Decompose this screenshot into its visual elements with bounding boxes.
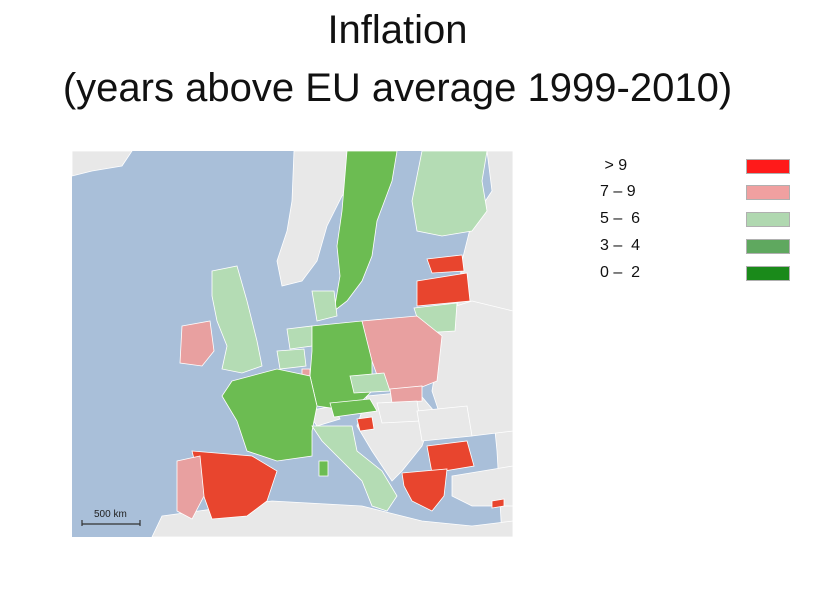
- region-belgium: [276, 348, 307, 370]
- legend-label-5-6: 5 – 6: [600, 210, 641, 227]
- legend-label-7-9: 7 – 9: [600, 183, 636, 200]
- legend-swatch-7-9: [746, 185, 790, 200]
- region-germany: [309, 320, 373, 412]
- region-greece: [401, 468, 448, 512]
- scale-label: 500 km: [94, 509, 127, 520]
- region-ireland: [179, 320, 215, 367]
- region-bulgaria: [426, 440, 475, 474]
- region-portugal: [176, 455, 205, 520]
- region-romania: [416, 405, 473, 442]
- region-cyprus: [491, 498, 505, 509]
- region-finland: [411, 151, 488, 237]
- legend-swatch-0-2: [746, 266, 790, 281]
- legend-label-3-4: 3 – 4: [600, 237, 641, 254]
- region-uk: [211, 265, 263, 374]
- region-poland: [361, 315, 443, 392]
- region-greenland-iceland-edge: [72, 151, 133, 177]
- region-austria: [329, 398, 378, 418]
- region-denmark: [311, 290, 338, 322]
- legend-label-0-2: 0 – 2: [600, 264, 641, 281]
- region-sweden: [333, 151, 398, 312]
- legend-label-gt9: > 9: [600, 157, 628, 174]
- legend-swatch-gt9: [746, 159, 790, 174]
- region-hungary: [376, 400, 421, 424]
- region-slovenia: [356, 416, 375, 432]
- legend-swatch-5-6: [746, 212, 790, 227]
- region-latvia: [416, 272, 471, 307]
- region-slovakia: [389, 385, 423, 404]
- region-italy: [311, 425, 398, 512]
- europe-map: 500 km: [72, 151, 513, 537]
- region-czech-republic: [349, 372, 391, 394]
- region-netherlands: [286, 325, 313, 350]
- region-estonia: [426, 254, 465, 274]
- title-line-1: Inflation: [327, 8, 468, 52]
- region-sardinia: [318, 460, 329, 477]
- scale-bar: 500 km: [81, 509, 141, 526]
- region-france: [221, 368, 318, 462]
- title-line-2: (years above EU average 1999-2010): [62, 66, 733, 110]
- legend-swatch-3-4: [746, 239, 790, 254]
